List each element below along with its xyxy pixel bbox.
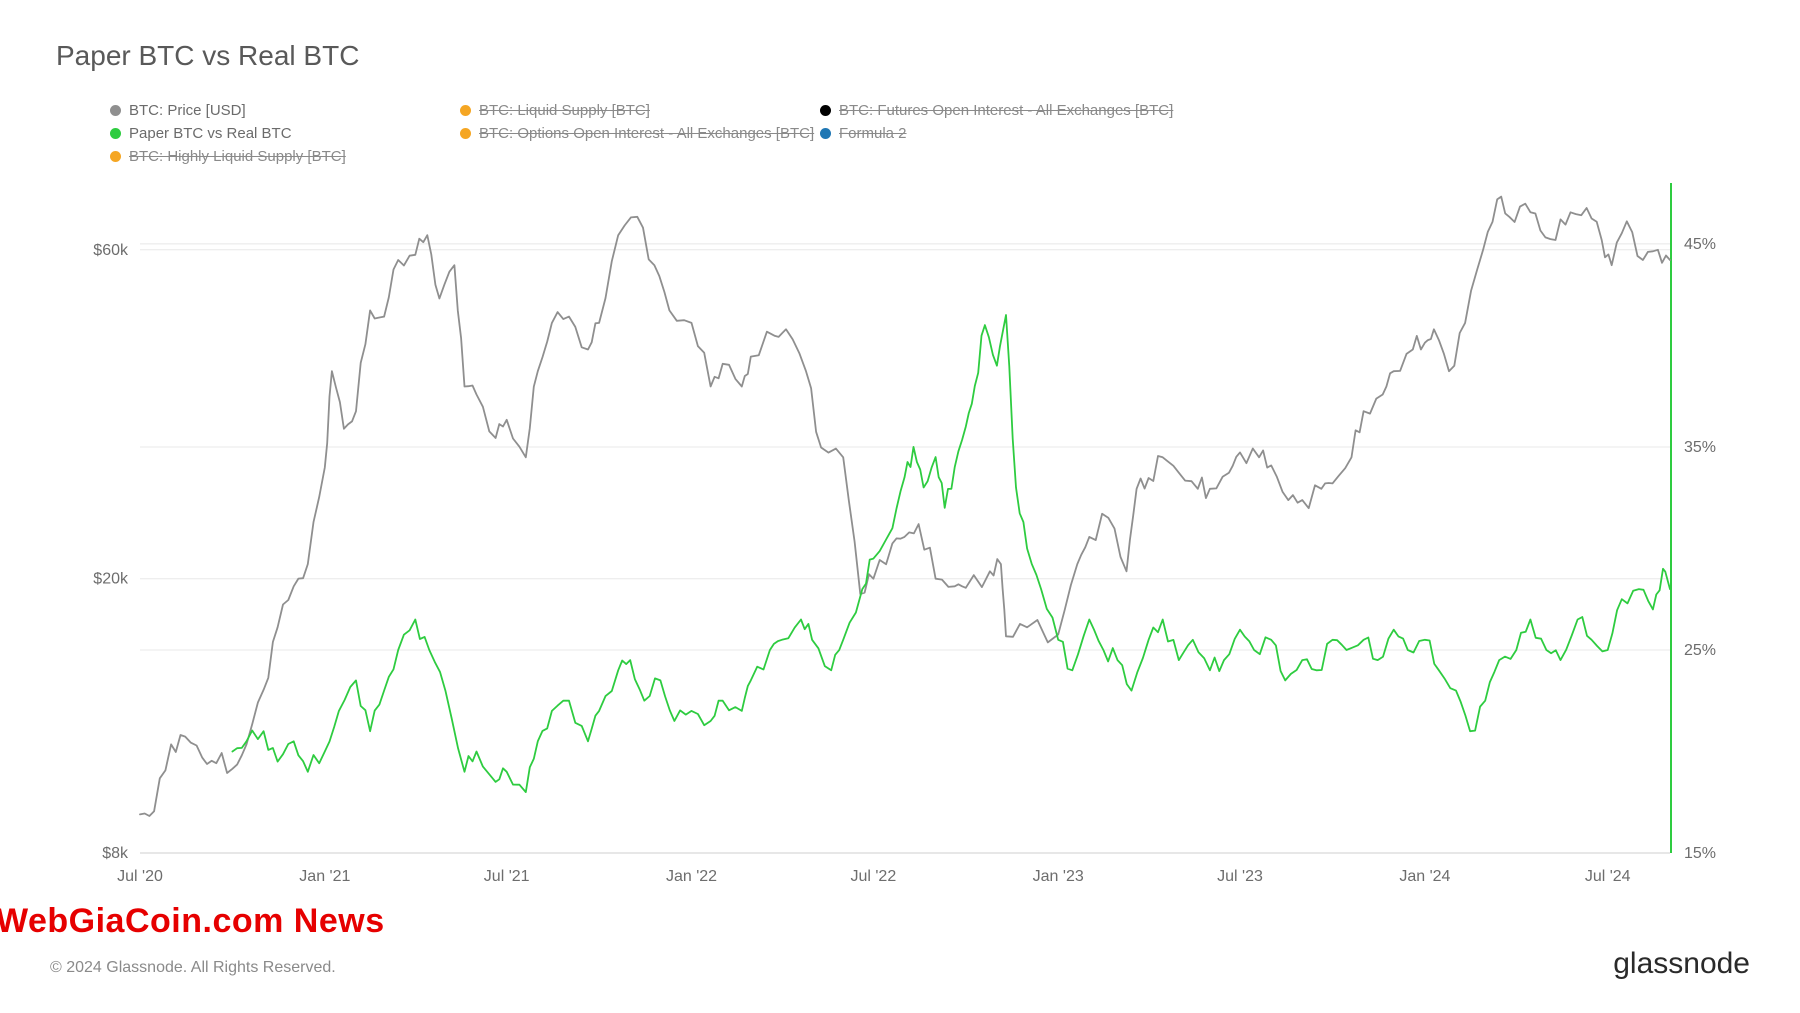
legend: BTC: Price [USD] BTC: Liquid Supply [BTC]… xyxy=(110,102,1750,165)
legend-dot-icon xyxy=(110,151,121,162)
legend-item-0[interactable]: BTC: Price [USD] xyxy=(110,102,460,119)
x-tick: Jul '22 xyxy=(850,868,896,885)
copyright-text: © 2024 Glassnode. All Rights Reserved. xyxy=(50,959,336,977)
x-tick: Jul '20 xyxy=(117,868,163,885)
legend-item-3[interactable]: Paper BTC vs Real BTC xyxy=(110,125,460,142)
legend-label: Formula 2 xyxy=(839,125,907,142)
x-tick: Jan '24 xyxy=(1399,868,1450,885)
y-left-tick: $8k xyxy=(102,845,129,862)
legend-item-6[interactable]: BTC: Highly Liquid Supply [BTC] xyxy=(110,148,460,165)
y-left-tick: $60k xyxy=(93,242,129,259)
legend-item-2[interactable]: BTC: Futures Open Interest - All Exchang… xyxy=(820,102,1180,119)
y-right-tick: 45% xyxy=(1684,236,1716,253)
legend-item-5[interactable]: Formula 2 xyxy=(820,125,1180,142)
x-tick: Jan '21 xyxy=(299,868,350,885)
legend-label: BTC: Liquid Supply [BTC] xyxy=(479,102,650,119)
x-tick: Jul '21 xyxy=(484,868,530,885)
watermark-overlay: WebGiaCoin.com News xyxy=(0,902,385,941)
x-tick: Jan '23 xyxy=(1033,868,1084,885)
legend-dot-icon xyxy=(820,105,831,116)
legend-dot-icon xyxy=(110,105,121,116)
chart-title: Paper BTC vs Real BTC xyxy=(56,40,1750,72)
legend-label: BTC: Price [USD] xyxy=(129,102,246,119)
legend-dot-icon xyxy=(820,128,831,139)
x-tick: Jan '22 xyxy=(666,868,717,885)
legend-label: BTC: Options Open Interest - All Exchang… xyxy=(479,125,814,142)
legend-dot-icon xyxy=(460,105,471,116)
legend-dot-icon xyxy=(460,128,471,139)
legend-item-4[interactable]: BTC: Options Open Interest - All Exchang… xyxy=(460,125,820,142)
y-right-tick: 25% xyxy=(1684,642,1716,659)
chart-area: $8k $20k $60k 15% 25% 35% 45% Jul '20 Jan '21 Jul… xyxy=(50,173,1750,903)
x-tick: Jul '23 xyxy=(1217,868,1263,885)
legend-label: BTC: Futures Open Interest - All Exchang… xyxy=(839,102,1173,119)
brand-logo: glassnode xyxy=(1613,947,1750,981)
legend-item-1[interactable]: BTC: Liquid Supply [BTC] xyxy=(460,102,820,119)
y-left-tick: $20k xyxy=(93,571,129,588)
legend-label: BTC: Highly Liquid Supply [BTC] xyxy=(129,148,346,165)
y-right-tick: 35% xyxy=(1684,439,1716,456)
y-right-tick: 15% xyxy=(1684,845,1716,862)
legend-label: Paper BTC vs Real BTC xyxy=(129,125,292,142)
x-tick: Jul '24 xyxy=(1585,868,1631,885)
legend-dot-icon xyxy=(110,128,121,139)
